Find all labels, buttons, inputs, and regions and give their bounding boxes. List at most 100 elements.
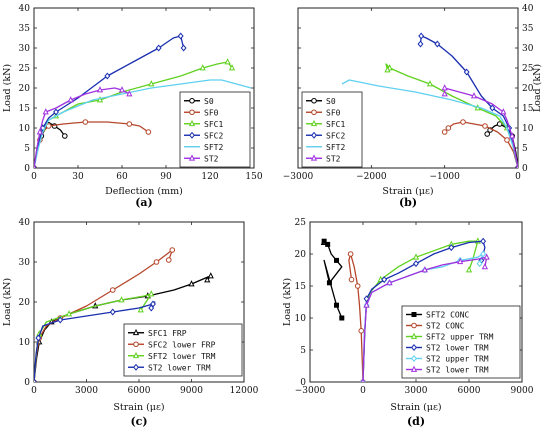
series-line-5 [34,87,130,168]
y-tick-label: 20 [522,84,534,94]
legend-label: SFT2 CONC [426,311,470,320]
chart-panel-2: 0 3000 6000 9000 12000 0 10 20 30 40 Strain (με) Lo… [2,218,259,428]
legend-marker [188,154,196,161]
x-tick-label: −2000 [356,172,387,182]
series-group [34,32,252,168]
series-point-2 [96,96,104,103]
series-point-2 [148,80,155,87]
x-tick-label: −3000 [295,386,326,396]
y-tick-label: 20 [19,298,31,308]
series-point-1 [153,259,160,265]
x-axis-label: Strain (με) [382,186,433,197]
x-axis-label: Deflection (mm) [105,186,183,197]
legend-label: ST2 lower TRM [148,363,211,372]
legend-marker [188,119,196,127]
y-tick-label: 25 [295,218,307,228]
series-point-1 [109,287,116,293]
series-line-5 [444,87,518,168]
legend-label: SFC2 [204,131,223,140]
series-point-5 [386,278,393,286]
y-tick-label: 10 [522,124,534,134]
y-tick-label: 30 [19,44,31,54]
legend: S0 SF0 SFC1 SFC2 SFT2 ST2 [301,91,363,168]
y-tick-label: 25 [19,64,31,74]
series-point-2 [148,290,155,297]
legend-label: ST2 upper TRM [426,355,489,364]
series-point-3 [480,237,487,245]
y-tick-label: 0 [24,164,30,174]
series-point-2 [426,80,434,87]
series-point-2 [228,64,236,71]
series-point-0 [204,276,211,283]
series-point-3 [180,44,187,52]
series-point-5 [34,164,36,168]
y-tick-label: 0 [522,164,528,174]
series-point-3 [418,32,425,40]
series-point-1 [445,125,452,131]
series-point-5 [509,132,516,139]
series-point-3 [35,334,42,342]
legend-marker [133,341,139,348]
y-axis-label: Load (kN) [2,64,13,112]
series-line-4 [34,79,252,168]
x-tick-label: 6000 [458,386,481,396]
x-tick-label: 120 [201,172,218,182]
series-line-1 [348,253,364,382]
series-point-0 [188,280,195,287]
panel-label: (b) [399,196,417,209]
legend-marker [410,365,418,372]
series-point-1 [354,283,361,289]
series-line-1 [444,121,518,168]
series-point-5 [516,164,518,168]
y-tick-label: 10 [19,338,31,348]
legend-label: SFC2 lower FRP [148,340,216,349]
series-point-5 [361,378,365,382]
legend-label: SFC1 [204,120,223,129]
series-line-3 [419,35,518,168]
y-tick-label: 25 [522,64,534,74]
series-point-3 [34,378,37,382]
series-point-3 [177,32,184,40]
legend-box [179,91,251,168]
series-point-1 [460,119,466,125]
series-point-5 [441,84,448,91]
series-point-0 [334,302,339,308]
legend-label: ST2 lower TRM [426,366,489,375]
legend-label: S0 [326,97,336,106]
y-tick-label: 0 [300,378,306,388]
legend-label: SFC1 FRP [148,329,187,338]
series-point-0 [321,238,327,244]
legend-marker [410,332,418,339]
series-point-3 [417,40,424,48]
series-group [34,247,214,382]
x-axis-label: Strain (με) [113,402,164,413]
legend-label: SFT2 upper TRM [426,333,494,342]
series-point-0 [325,241,331,247]
series-group [341,32,518,168]
chart-panel-0: 0 30 60 90 120 150 0 5 10 15 20 25 30 35 40 Deflection … [2,4,263,209]
y-tick-label: 40 [19,4,31,14]
y-axis-label: Load (kN) [2,278,13,326]
legend-label: ST2 lower TRM [426,344,489,353]
legend-label: ST2 CONC [426,322,465,331]
series-line-3 [34,35,185,168]
y-tick-label: 15 [522,104,534,114]
y-tick-label: 20 [19,84,31,94]
x-tick-label: 3000 [405,386,428,396]
x-tick-label: 60 [116,172,128,182]
series-point-1 [165,257,172,263]
legend-marker [310,119,318,127]
series-point-3 [489,104,496,112]
series-point-2 [118,296,125,303]
series-point-2 [412,253,420,260]
series-point-5 [42,108,49,115]
legend: SFC1 FRP SFC2 lower FRP SFT2 lower TRM ST2 … [123,323,243,377]
legend-marker [132,351,140,359]
legend-marker [310,154,318,161]
series-point-5 [441,90,448,97]
x-tick-label: 30 [72,172,84,182]
legend-marker [411,344,417,351]
series-point-0 [62,133,68,139]
series-point-1 [126,121,133,127]
